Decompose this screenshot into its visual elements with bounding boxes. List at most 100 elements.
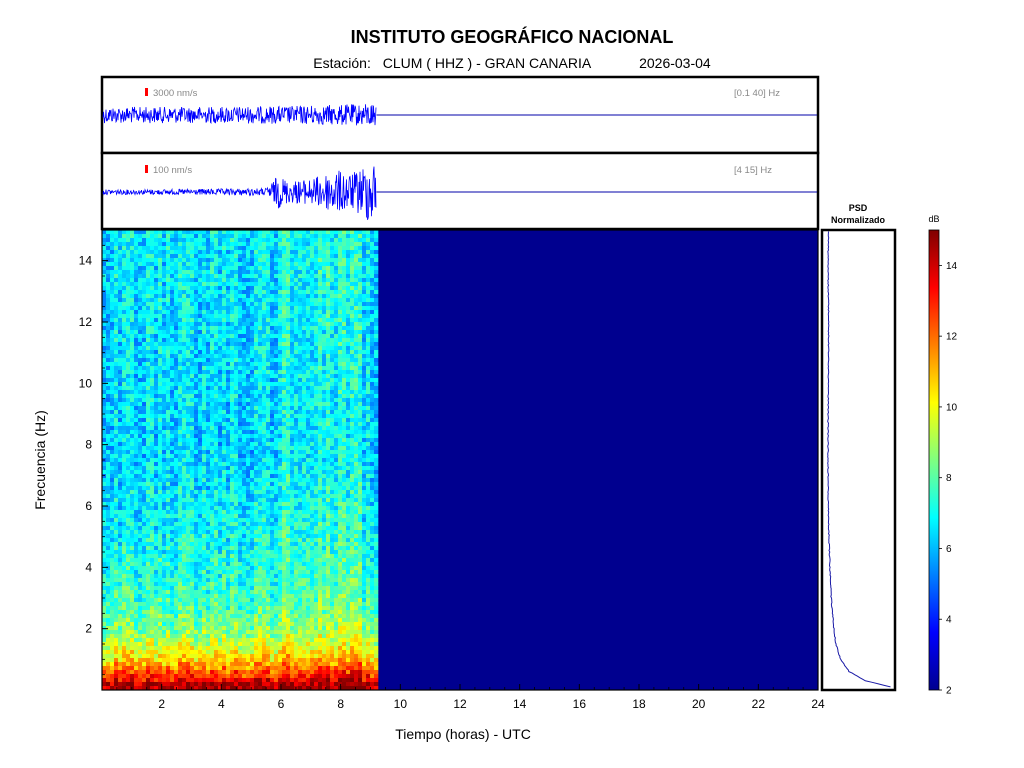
spectrogram-cell (250, 662, 255, 667)
spectrogram-cell (190, 466, 195, 471)
spectrogram-cell (106, 466, 111, 471)
spectrogram-cell (226, 586, 231, 591)
spectrogram-cell (194, 302, 199, 307)
spectrogram-cell (254, 414, 259, 419)
spectrogram-cell (106, 614, 111, 619)
spectrogram-cell (202, 330, 207, 335)
spectrogram-cell (166, 562, 171, 567)
spectrogram-cell (222, 514, 227, 519)
spectrogram-cell (158, 430, 163, 435)
spectrogram-cell (118, 550, 123, 555)
spectrogram-cell (154, 438, 159, 443)
spectrogram-cell (218, 506, 223, 511)
spectrogram-cell (198, 390, 203, 395)
spectrogram-cell (102, 598, 107, 603)
spectrogram-cell (130, 470, 135, 475)
spectrogram-cell (162, 406, 167, 411)
spectrogram-cell (258, 354, 263, 359)
spectrogram-cell (154, 346, 159, 351)
spectrogram-cell (174, 678, 179, 683)
spectrogram-cell (258, 330, 263, 335)
spectrogram-cell (194, 350, 199, 355)
spectrogram-cell (210, 574, 215, 579)
spectrogram-cell (138, 362, 143, 367)
spectrogram-cell (190, 478, 195, 483)
spectrogram-cell (242, 558, 247, 563)
spectrogram-cell (142, 546, 147, 551)
spectrogram-cell (194, 430, 199, 435)
spectrogram-cell (126, 470, 131, 475)
spectrogram-cell (110, 486, 115, 491)
spectrogram-cell (134, 538, 139, 543)
spectrogram-cell (214, 610, 219, 615)
spectrogram-cell (254, 506, 259, 511)
spectrogram-cell (214, 414, 219, 419)
spectrogram-cell (106, 266, 111, 271)
spectrogram-cell (150, 402, 155, 407)
spectrogram-cell (262, 378, 267, 383)
spectrogram-cell (254, 266, 259, 271)
spectrogram-cell (238, 418, 243, 423)
spectrogram-cell (238, 490, 243, 495)
spectrogram-cell (134, 498, 139, 503)
spectrogram-cell (214, 506, 219, 511)
spectrogram-cell (270, 622, 275, 627)
spectrogram-cell (114, 562, 119, 567)
spectrogram-cell (170, 234, 175, 239)
spectrogram-cell (186, 610, 191, 615)
spectrogram-cell (118, 298, 123, 303)
spectrogram-cell (226, 518, 231, 523)
spectrogram-cell (158, 490, 163, 495)
spectrogram-cell (190, 254, 195, 259)
spectrogram-cell (106, 506, 111, 511)
spectrogram-cell (262, 242, 267, 247)
spectrogram-cell (154, 618, 159, 623)
spectrogram-cell (238, 426, 243, 431)
spectrogram-cell (134, 486, 139, 491)
spectrogram-cell (182, 470, 187, 475)
spectrogram-cell (142, 642, 147, 647)
spectrogram-cell (130, 642, 135, 647)
spectrogram-cell (266, 278, 271, 283)
spectrogram-cell (266, 550, 271, 555)
spectrogram-cell (258, 558, 263, 563)
spectrogram-cell (230, 494, 235, 499)
spectrogram-cell (230, 314, 235, 319)
spectrogram-cell (190, 502, 195, 507)
spectrogram-cell (134, 574, 139, 579)
spectrogram-cell (122, 314, 127, 319)
spectrogram-cell (250, 546, 255, 551)
spectrogram-cell (178, 378, 183, 383)
spectrogram-cell (186, 338, 191, 343)
spectrogram-cell (122, 630, 127, 635)
spectrogram-cell (118, 282, 123, 287)
spectrogram-cell (130, 250, 135, 255)
spectrogram-cell (186, 250, 191, 255)
spectrogram-cell (106, 538, 111, 543)
spectrogram-cell (202, 350, 207, 355)
spectrogram-cell (190, 514, 195, 519)
spectrogram-cell (222, 586, 227, 591)
spectrogram-cell (230, 290, 235, 295)
spectrogram-cell (178, 470, 183, 475)
spectrogram-cell (142, 318, 147, 323)
spectrogram-cell (146, 598, 151, 603)
spectrogram-cell (146, 294, 151, 299)
spectrogram-cell (214, 622, 219, 627)
spectrogram-cell (150, 282, 155, 287)
spectrogram-cell (170, 618, 175, 623)
spectrogram-cell (238, 258, 243, 263)
spectrogram-cell (242, 638, 247, 643)
spectrogram-cell (206, 626, 211, 631)
spectrogram-cell (194, 262, 199, 267)
spectrogram-cell (222, 522, 227, 527)
spectrogram-cell (270, 518, 275, 523)
spectrogram-cell (138, 258, 143, 263)
spectrogram-cell (158, 638, 163, 643)
spectrogram-cell (238, 338, 243, 343)
spectrogram-cell (126, 494, 131, 499)
spectrogram-cell (150, 374, 155, 379)
spectrogram-cell (198, 610, 203, 615)
spectrogram-cell (110, 562, 115, 567)
spectrogram-cell (118, 290, 123, 295)
